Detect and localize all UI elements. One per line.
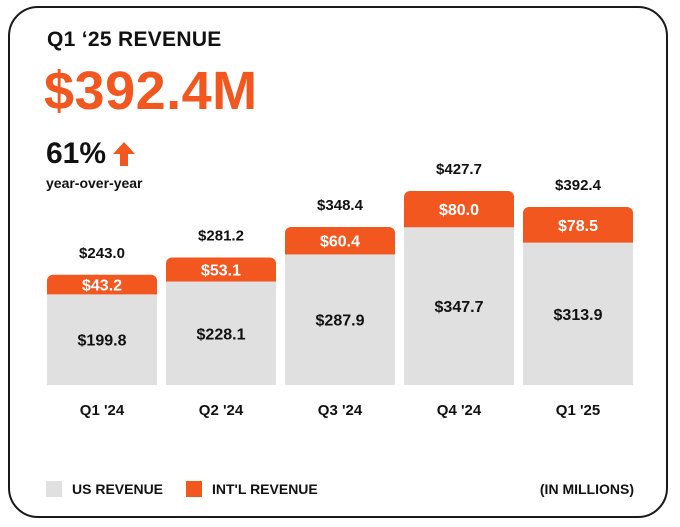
label-total-q1-24: $243.0: [79, 245, 125, 262]
unit-note: (IN MILLIONS): [539, 481, 634, 497]
label-total-q2-24: $281.2: [198, 227, 244, 244]
label-intl-q3-24: $60.4: [320, 234, 360, 251]
yoy-value: 61%: [46, 137, 107, 170]
legend-item-us: US REVENUE: [46, 481, 163, 497]
label-us-q1-25: $313.9: [554, 307, 603, 324]
bar-us-q1-24: [47, 294, 157, 385]
arrow-up-icon: [113, 142, 136, 166]
bar-us-q2-24: [166, 281, 276, 385]
bar-us-q1-25: [523, 242, 633, 385]
label-total-q3-24: $348.4: [317, 197, 364, 214]
label-us-q3-24: $287.9: [316, 313, 365, 330]
yoy-growth: 61%: [46, 139, 136, 169]
tick-label-q2-24: Q2 '24: [199, 402, 244, 419]
legend-swatch-us: [46, 481, 62, 497]
label-us-q2-24: $228.1: [197, 326, 246, 343]
bar-intl-q1-25: [523, 207, 633, 249]
label-intl-q4-24: $80.0: [439, 202, 479, 219]
tick-label-q4-24: Q4 '24: [437, 402, 482, 419]
bar-intl-q4-24: [404, 190, 514, 234]
label-total-q1-25: $392.4: [555, 177, 602, 194]
label-intl-q1-25: $78.5: [558, 218, 598, 235]
bar-intl-q2-24: [166, 257, 276, 288]
bar-us-q4-24: [404, 227, 514, 385]
yoy-label: year-over-year: [46, 175, 143, 191]
legend-label-intl: INT'L REVENUE: [212, 481, 318, 497]
headline-revenue: $392.4M: [44, 61, 258, 121]
label-intl-q2-24: $53.1: [201, 262, 241, 279]
tick-label-q1-25: Q1 '25: [556, 402, 600, 419]
label-us-q1-24: $199.8: [78, 333, 127, 350]
chart-title: Q1 ‘25 REVENUE: [47, 28, 222, 51]
label-intl-q1-24: $43.2: [82, 278, 122, 295]
tick-label-q1-24: Q1 '24: [80, 402, 125, 419]
legend-swatch-intl: [186, 481, 202, 497]
tick-label-q3-24: Q3 '24: [318, 402, 363, 419]
legend-label-us: US REVENUE: [72, 481, 164, 497]
legend-item-intl: INT'L REVENUE: [186, 481, 318, 497]
bar-intl-q1-24: [47, 274, 157, 301]
bar-us-q3-24: [285, 254, 395, 385]
label-us-q4-24: $347.7: [435, 299, 484, 316]
label-total-q4-24: $427.7: [436, 161, 482, 178]
bar-intl-q3-24: [285, 227, 395, 261]
